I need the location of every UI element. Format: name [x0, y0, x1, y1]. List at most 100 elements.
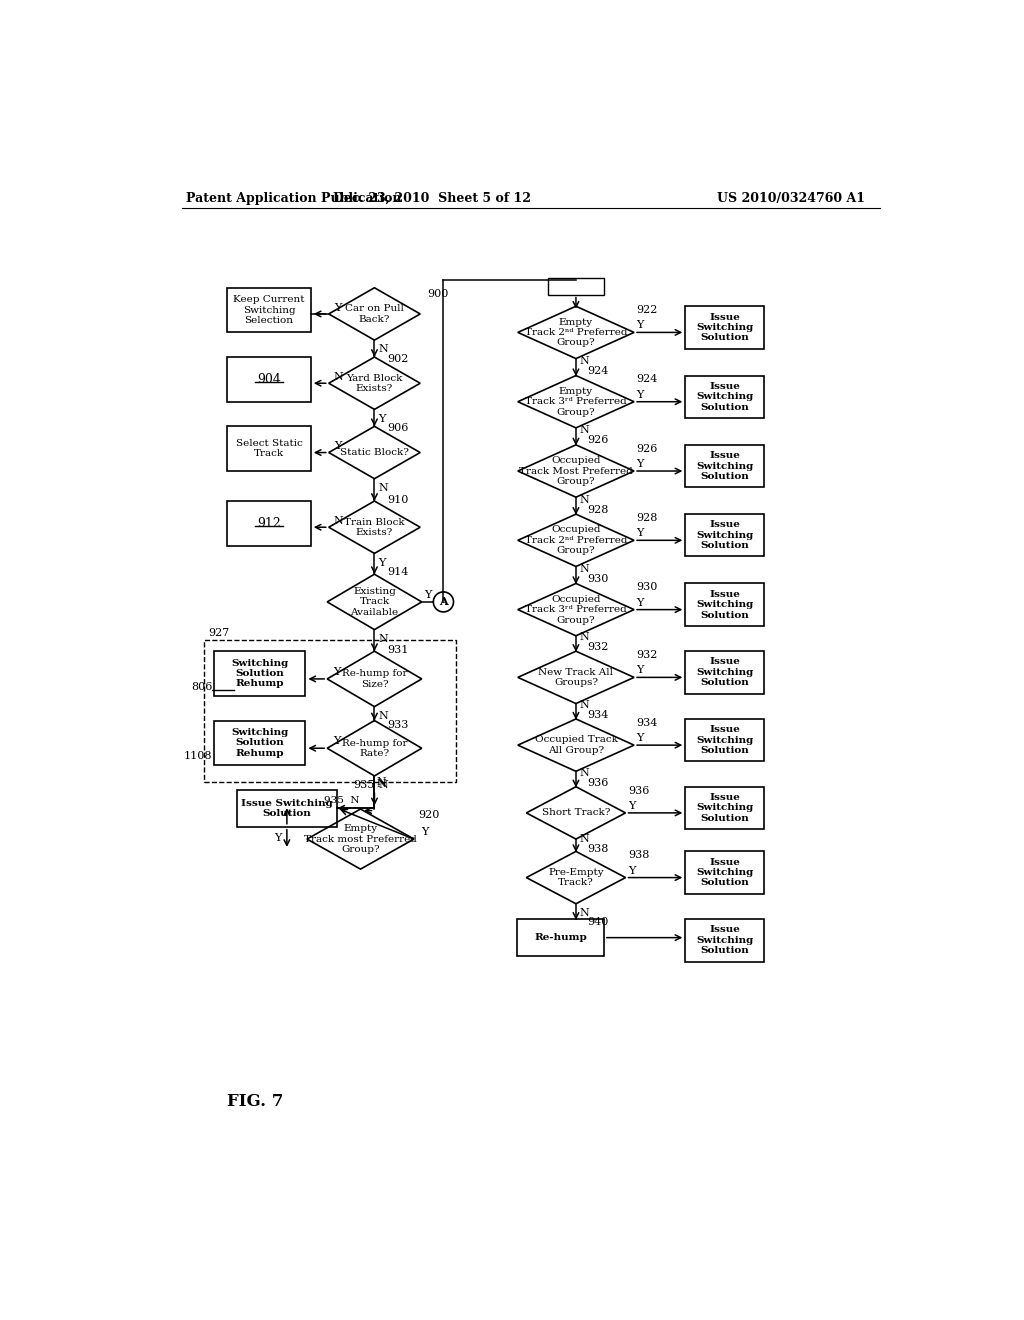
Bar: [685, 306, 764, 348]
Text: 924: 924: [588, 366, 609, 376]
Text: 933: 933: [387, 721, 409, 730]
Text: N: N: [378, 780, 388, 791]
Text: 930: 930: [636, 582, 657, 593]
Text: 931: 931: [387, 644, 409, 655]
Bar: [517, 919, 604, 956]
Text: 932: 932: [588, 643, 609, 652]
Text: 930: 930: [588, 574, 609, 583]
Text: 914: 914: [387, 566, 409, 577]
Text: 940: 940: [588, 917, 609, 927]
Text: Occupied
Track Most Preferred
Group?: Occupied Track Most Preferred Group?: [519, 457, 633, 486]
Text: Select Static
Track: Select Static Track: [236, 440, 302, 458]
Text: Y: Y: [637, 321, 644, 330]
Text: Y: Y: [628, 801, 636, 810]
Text: Y: Y: [333, 667, 340, 677]
Text: Occupied
Track 3ʳᵈ Preferred
Group?: Occupied Track 3ʳᵈ Preferred Group?: [525, 595, 627, 624]
Text: Car on Pull
Back?: Car on Pull Back?: [345, 304, 403, 323]
Text: Re-hump for
Rate?: Re-hump for Rate?: [342, 738, 408, 758]
Text: Y: Y: [637, 598, 644, 607]
Text: 920: 920: [418, 810, 439, 820]
Text: 904: 904: [257, 372, 281, 385]
Text: 906: 906: [387, 422, 409, 433]
Text: Y: Y: [335, 302, 342, 313]
Text: 934: 934: [636, 718, 657, 727]
Text: Issue
Switching
Solution: Issue Switching Solution: [696, 858, 754, 887]
Text: 910: 910: [387, 495, 409, 506]
Text: Y: Y: [273, 833, 282, 843]
Text: 924: 924: [636, 375, 657, 384]
Text: Issue
Switching
Solution: Issue Switching Solution: [696, 381, 754, 412]
Text: Y: Y: [637, 389, 644, 400]
Text: Y: Y: [637, 528, 644, 539]
Text: Existing
Track
Available: Existing Track Available: [350, 587, 398, 616]
Text: 922: 922: [636, 305, 657, 315]
Text: 934: 934: [588, 710, 609, 721]
Text: N: N: [378, 345, 388, 354]
Text: Occupied Track
All Group?: Occupied Track All Group?: [535, 735, 617, 755]
Text: 900: 900: [427, 289, 449, 298]
Text: Issue
Switching
Solution: Issue Switching Solution: [696, 520, 754, 550]
Text: N: N: [579, 768, 589, 777]
Bar: [227, 502, 311, 545]
Text: A: A: [439, 597, 447, 607]
Text: N: N: [378, 711, 388, 721]
Text: N: N: [579, 425, 589, 436]
Text: N: N: [579, 564, 589, 574]
Text: Empty
Track 3ʳᵈ Preferred
Group?: Empty Track 3ʳᵈ Preferred Group?: [525, 387, 627, 417]
Text: Issue
Switching
Solution: Issue Switching Solution: [696, 925, 754, 956]
Text: Switching
Solution
Rehump: Switching Solution Rehump: [231, 659, 289, 689]
Text: Re-hump: Re-hump: [535, 933, 587, 942]
Bar: [685, 583, 764, 626]
Text: Issue
Switching
Solution: Issue Switching Solution: [696, 451, 754, 480]
Text: N: N: [333, 516, 343, 527]
Text: Issue
Switching
Solution: Issue Switching Solution: [696, 657, 754, 688]
Bar: [204, 640, 456, 781]
Text: 935  N: 935 N: [325, 796, 359, 805]
Text: Pre-Empty
Track?: Pre-Empty Track?: [548, 867, 604, 887]
Bar: [227, 288, 311, 333]
Text: 806: 806: [191, 681, 212, 692]
Text: Y: Y: [637, 459, 644, 469]
Text: N: N: [579, 632, 589, 643]
Bar: [227, 358, 311, 401]
Text: Occupied
Track 2ⁿᵈ Preferred
Group?: Occupied Track 2ⁿᵈ Preferred Group?: [524, 525, 627, 556]
Text: Static Block?: Static Block?: [340, 447, 409, 457]
Text: Y: Y: [421, 828, 428, 837]
Text: Empty
Track 2ⁿᵈ Preferred
Group?: Empty Track 2ⁿᵈ Preferred Group?: [524, 318, 627, 347]
Text: N: N: [579, 356, 589, 366]
Text: 936: 936: [628, 785, 649, 796]
Text: Train Block
Exists?: Train Block Exists?: [344, 517, 404, 537]
Text: Re-hump for
Size?: Re-hump for Size?: [342, 669, 408, 689]
Bar: [685, 651, 764, 693]
Text: Y: Y: [637, 665, 644, 676]
Text: Y: Y: [378, 413, 386, 424]
Text: 912: 912: [257, 517, 281, 529]
Text: Issue
Switching
Solution: Issue Switching Solution: [696, 590, 754, 619]
Text: N: N: [377, 777, 386, 787]
Text: 926: 926: [588, 436, 609, 445]
Text: US 2010/0324760 A1: US 2010/0324760 A1: [717, 191, 865, 205]
Text: Short Track?: Short Track?: [542, 808, 610, 817]
Text: Keep Current
Switching
Selection: Keep Current Switching Selection: [233, 296, 305, 325]
Text: N: N: [579, 908, 589, 917]
Bar: [685, 851, 764, 894]
Text: Y: Y: [637, 733, 644, 743]
Bar: [214, 721, 305, 766]
Text: 936: 936: [588, 777, 609, 788]
Text: Patent Application Publication: Patent Application Publication: [186, 191, 401, 205]
Text: 935: 935: [352, 780, 374, 791]
Bar: [227, 426, 311, 471]
Bar: [685, 445, 764, 487]
Text: Empty
Track most Preferred
Group?: Empty Track most Preferred Group?: [304, 824, 417, 854]
Text: 927: 927: [208, 628, 229, 639]
Bar: [685, 919, 764, 961]
Text: N: N: [378, 634, 388, 644]
Text: 902: 902: [387, 354, 409, 363]
Text: 932: 932: [636, 649, 657, 660]
Text: Issue
Switching
Solution: Issue Switching Solution: [696, 313, 754, 342]
Bar: [685, 719, 764, 762]
Text: 1108: 1108: [184, 751, 212, 760]
Bar: [685, 376, 764, 418]
Text: Y: Y: [333, 737, 340, 746]
Text: N: N: [376, 779, 386, 788]
